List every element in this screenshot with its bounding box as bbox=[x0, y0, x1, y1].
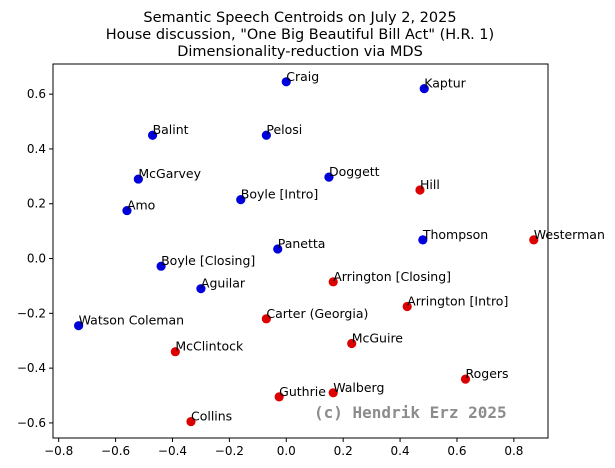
point-label: Hill bbox=[420, 177, 440, 192]
data-point bbox=[274, 392, 284, 402]
data-point bbox=[122, 205, 132, 216]
point-label: Arrington [Closing] bbox=[333, 269, 451, 284]
chart-title-line-1: Semantic Speech Centroids on July 2, 202… bbox=[143, 10, 456, 26]
y-tick-label: 0.4 bbox=[27, 142, 46, 156]
point-label: Amo bbox=[127, 198, 155, 213]
x-tick-label: −0.6 bbox=[101, 444, 130, 458]
y-tick-label: −0.6 bbox=[17, 416, 46, 430]
x-tick-label: −0.8 bbox=[44, 444, 73, 458]
data-point bbox=[415, 185, 425, 195]
point-label: Collins bbox=[191, 409, 232, 424]
data-point bbox=[156, 261, 166, 271]
data-point bbox=[324, 172, 334, 182]
point-label: McGarvey bbox=[138, 166, 201, 181]
chart-title-line-3: Dimensionality-reduction via MDS bbox=[177, 44, 423, 60]
point-label: Watson Coleman bbox=[79, 313, 184, 328]
point-label: Carter (Georgia) bbox=[266, 306, 368, 321]
y-tick-label: 0.0 bbox=[27, 252, 46, 266]
data-point bbox=[170, 347, 180, 357]
data-point bbox=[147, 130, 158, 140]
point-label: Craig bbox=[286, 69, 319, 84]
x-tick-label: 0.6 bbox=[447, 444, 466, 458]
data-point bbox=[186, 416, 196, 427]
point-label: Arrington [Intro] bbox=[407, 293, 508, 308]
y-tick-label: −0.4 bbox=[17, 361, 46, 375]
watermark-text: (c) Hendrik Erz 2025 bbox=[314, 403, 507, 422]
point-labels: Craig Kaptur Balint Pelosi McGarvey Doggett Hi… bbox=[79, 69, 605, 424]
data-point bbox=[74, 321, 84, 331]
data-point bbox=[236, 195, 246, 205]
chart-title-line-2: House discussion, "One Big Beautiful Bil… bbox=[106, 27, 494, 43]
data-points bbox=[74, 77, 539, 427]
data-point bbox=[402, 301, 412, 312]
data-point bbox=[460, 374, 471, 384]
point-label: Kaptur bbox=[424, 76, 466, 91]
point-label: McGuire bbox=[352, 330, 404, 345]
x-tick-label: −0.2 bbox=[215, 444, 244, 458]
x-tick-label: 0.4 bbox=[391, 444, 410, 458]
axis-ticks: −0.8 −0.6 −0.4 −0.2 0.0 0.2 0.4 0.6 0.8 −0.6 −0.4 −… bbox=[17, 87, 524, 458]
data-point bbox=[281, 77, 291, 87]
point-label: Balint bbox=[153, 122, 189, 137]
plot-frame bbox=[52, 63, 549, 439]
x-tick-label: −0.4 bbox=[158, 444, 187, 458]
data-point bbox=[261, 130, 271, 140]
point-label: Westerman bbox=[534, 227, 605, 242]
point-label: Boyle [Closing] bbox=[161, 253, 255, 268]
point-label: Rogers bbox=[466, 366, 509, 381]
data-point bbox=[418, 235, 428, 245]
point-label: Thompson bbox=[422, 227, 488, 242]
point-label: McClintock bbox=[175, 339, 244, 354]
data-point bbox=[261, 314, 271, 324]
data-point bbox=[133, 174, 143, 184]
point-label: Walberg bbox=[333, 380, 384, 395]
data-point bbox=[273, 244, 283, 254]
point-label: Panetta bbox=[278, 236, 326, 251]
x-tick-label: 0.8 bbox=[504, 444, 523, 458]
data-point bbox=[529, 235, 539, 245]
point-label: Doggett bbox=[329, 164, 380, 179]
y-tick-label: 0.6 bbox=[27, 87, 46, 101]
x-tick-label: 0.2 bbox=[334, 444, 353, 458]
data-point bbox=[419, 84, 429, 94]
y-tick-label: 0.2 bbox=[27, 197, 46, 211]
data-point bbox=[347, 338, 357, 349]
point-label: Boyle [Intro] bbox=[241, 187, 319, 202]
point-label: Aguilar bbox=[201, 276, 246, 291]
data-point bbox=[328, 277, 338, 287]
point-label: Pelosi bbox=[266, 122, 302, 137]
data-point bbox=[328, 388, 338, 398]
point-label: Guthrie bbox=[279, 384, 326, 399]
data-point bbox=[196, 284, 206, 294]
x-tick-label: 0.0 bbox=[277, 444, 296, 458]
y-tick-label: −0.2 bbox=[17, 306, 46, 320]
